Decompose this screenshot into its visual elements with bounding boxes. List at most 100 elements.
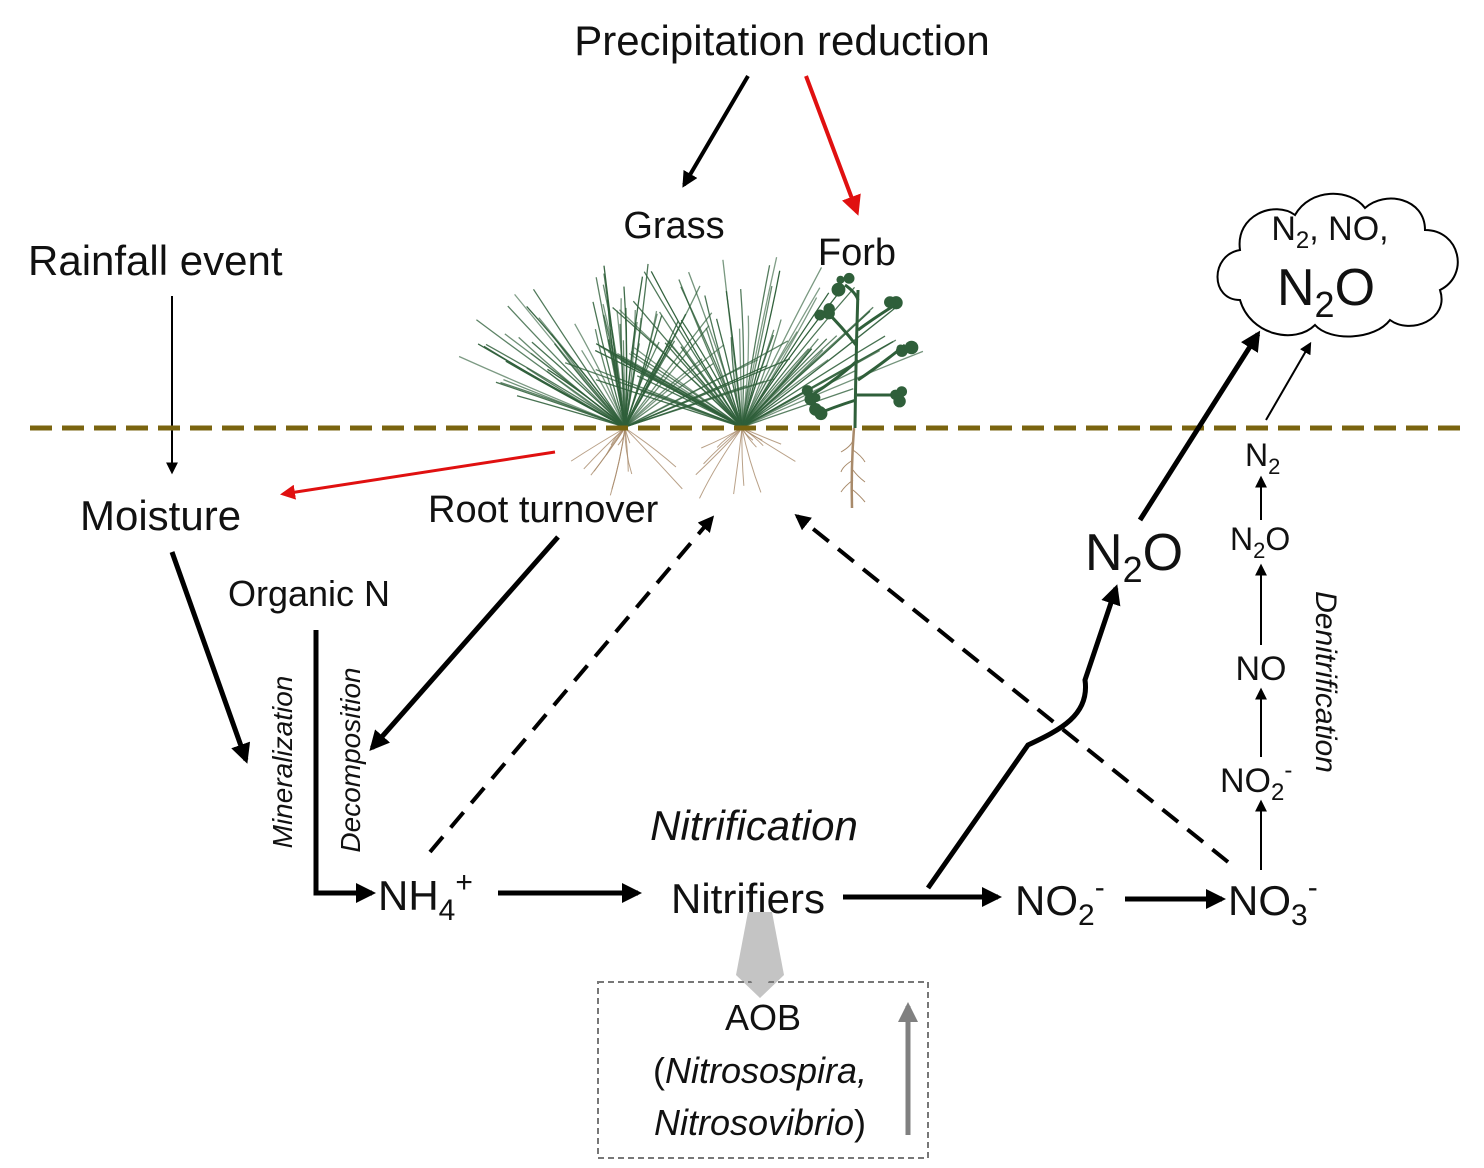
forb-leaf [896, 344, 905, 353]
decomposition-label: Decomposition [335, 667, 366, 852]
grass-tuft-1-blade [531, 341, 626, 428]
denit-no-label: NO [1236, 650, 1287, 688]
nh4-uptake-dashed-arrow [428, 515, 715, 854]
grass-tuft-1-root [570, 427, 626, 462]
grass-tuft-1-root [590, 427, 626, 476]
forb-root [840, 439, 854, 453]
forb-leaf [884, 296, 896, 309]
organic-n-label: Organic N [228, 573, 390, 614]
forb-branch [811, 358, 860, 397]
cloud-gases-line1: N2, NO, [1271, 210, 1388, 254]
mineralization-label: Mineralization [267, 676, 298, 849]
grass-tuft-1-root [624, 427, 677, 468]
no3-uptake-dashed-arrow [794, 513, 1230, 864]
moisture-label: Moisture [80, 492, 241, 539]
denit-n2-label: N2 [1245, 437, 1280, 479]
forb-root [840, 479, 854, 493]
n2o-emission-arrow [1137, 330, 1261, 522]
grass-tuft-2-blade [741, 303, 900, 428]
grass-tuft-2-blade [612, 306, 743, 428]
forb-leaf [811, 393, 821, 402]
precip-to-forb-arrow [804, 75, 861, 216]
grass-tuft-2-root [733, 427, 743, 495]
denit-n2o-label: N2O [1230, 521, 1290, 563]
forb-taproot [850, 427, 856, 509]
n2o-label: N2O [1085, 524, 1183, 590]
precipitation-reduction-label: Precipitation reduction [574, 17, 990, 64]
grass-tuft-2-blade [722, 259, 743, 428]
nitrifier-n2o-arrow [925, 584, 1121, 890]
precip-to-grass-arrow [682, 74, 750, 188]
grass-tuft-1-blade [624, 312, 713, 428]
nitrification-label: Nitrification [650, 802, 858, 849]
grass-tuft-1-root [624, 427, 683, 490]
forb-label: Forb [818, 232, 896, 274]
nitrifiers-to-aob-arrow [736, 912, 784, 998]
denit-no2-label: NO2- [1220, 757, 1292, 806]
grass-tuft-2-blade [741, 265, 771, 428]
grass-tuft-1-blade [624, 341, 660, 428]
grass-tuft-1-blade [483, 345, 626, 428]
grass-tuft-2-blade [741, 339, 897, 428]
grass-tuft-2-blade [741, 335, 886, 428]
forb-root [852, 449, 866, 463]
grass-tuft-1-blade [624, 358, 703, 428]
grass-label: Grass [623, 205, 724, 247]
forb-leaf [814, 407, 828, 421]
forb-leaf [814, 309, 826, 321]
denitrification-label: Denitrification [1309, 591, 1342, 773]
aob-genus-2: Nitrosovibrio) [654, 1102, 866, 1143]
moisture-to-mineralization-arrow [169, 551, 251, 764]
grass-tuft-2-root [741, 427, 745, 486]
grass-tuft-2-blade [741, 388, 854, 428]
root-turnover-to-decomposition-arrow [369, 535, 560, 752]
no3-label: NO3- [1228, 871, 1318, 932]
grass-tuft-2-blade [741, 338, 819, 428]
grass-tuft-1-blade [606, 299, 626, 428]
grass-tuft-2-root [695, 427, 743, 476]
forb-root [852, 489, 866, 503]
grass-tuft-2-blade [668, 341, 743, 428]
grass-tuft-2-root [703, 427, 743, 465]
aob-label: AOB [725, 997, 801, 1038]
grass-tuft-1-blade [581, 349, 626, 428]
grass-tuft-1-blade [516, 395, 626, 428]
forb-leaf [843, 272, 855, 284]
plant-illustrations [458, 257, 924, 509]
grass-tuft-2-blade [741, 350, 924, 428]
grass-tuft-2-root [699, 427, 743, 499]
grass-tuft-2-blade [595, 343, 743, 428]
grass-tuft-2-root [741, 427, 762, 493]
grass-tuft-1-blade [624, 362, 714, 428]
grass-tuft-2-blade [704, 295, 743, 428]
grass-tuft-2-root [741, 427, 796, 462]
grass-tuft-1-blade [624, 339, 672, 428]
grass-tuft-1-blade [538, 317, 626, 428]
forb-root [840, 459, 854, 473]
forb-leaf [836, 275, 845, 284]
grass-tuft-2-blade [680, 286, 743, 428]
grass-tuft-2-blade [715, 318, 743, 428]
grass-tuft-1-blade [500, 381, 626, 428]
grass-tuft-2-blade [741, 267, 823, 428]
forb-leaf [904, 340, 919, 355]
grass-tuft-1-blade [592, 301, 626, 428]
grass-tuft-1-blade [485, 343, 626, 428]
rainfall-event-label: Rainfall event [28, 237, 283, 284]
grass-tuft-1-blade [619, 323, 626, 428]
forb-leaf [831, 282, 846, 297]
nh4-label: NH4+ [378, 866, 473, 927]
arrow-head [748, 975, 772, 998]
grass-tuft-2-blade [640, 390, 743, 428]
grass-tuft-1-blade [603, 265, 626, 428]
grass-tuft-2-blade [630, 351, 743, 428]
grass-tuft-2-blade [636, 375, 743, 428]
forb-stem [853, 289, 860, 429]
roots-to-moisture-arrow [280, 450, 556, 500]
grass-tuft-1-blade [550, 333, 626, 428]
n2-emission-arrow [1265, 341, 1312, 421]
root-turnover-label: Root turnover [428, 489, 659, 531]
aob-genus-1: (Nitrosospira, [653, 1050, 867, 1091]
grass-tuft-2-blade [740, 289, 745, 428]
